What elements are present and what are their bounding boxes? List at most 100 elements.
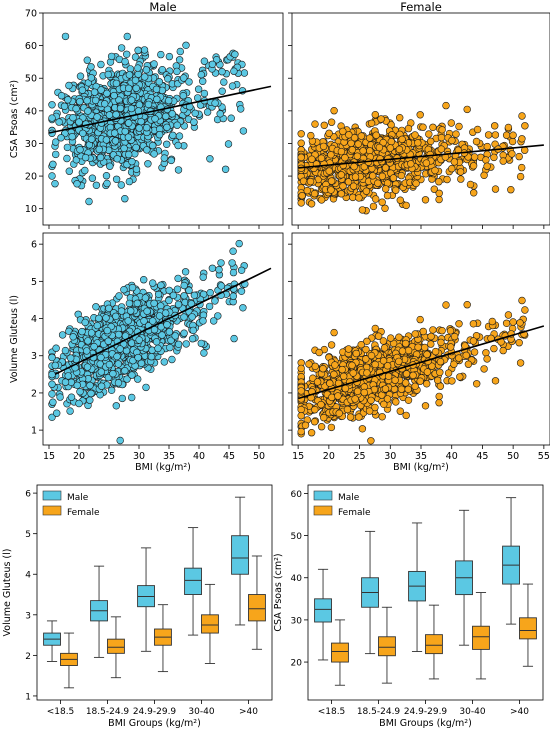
scatter-point	[317, 196, 326, 204]
scatter-point	[150, 150, 158, 158]
scatter-point	[127, 104, 136, 113]
scatter-point	[142, 383, 150, 392]
scatter-point	[297, 427, 305, 436]
scatter-point	[448, 377, 456, 385]
scatter-point	[337, 190, 345, 198]
scatter-point	[472, 137, 481, 146]
scatter-point	[149, 317, 157, 325]
scatter-point	[509, 131, 517, 139]
scatter-point	[349, 369, 357, 377]
scatter-point	[180, 74, 188, 82]
scatter-point	[416, 111, 424, 119]
scatter-point	[436, 358, 445, 366]
scatter-point	[166, 343, 174, 352]
scatter-point	[120, 144, 128, 153]
scatter-point	[84, 337, 92, 345]
scatter-point	[344, 178, 353, 186]
scatter-point	[81, 318, 89, 327]
trend-line	[297, 325, 545, 400]
x-tick-label: 15	[292, 451, 304, 462]
scatter-point	[431, 166, 439, 175]
x-tick-label: 35	[163, 451, 175, 462]
scatter-point	[64, 372, 72, 380]
scatter-point	[174, 274, 182, 283]
scatter-point	[377, 115, 385, 123]
scatter-point	[121, 127, 129, 136]
scatter-point	[55, 118, 63, 126]
scatter-point	[197, 70, 206, 79]
scatter-point	[436, 368, 444, 376]
scatter-point	[229, 247, 237, 255]
scatter-point	[165, 286, 173, 295]
legend-label-female: Female	[338, 508, 371, 518]
scatter-point	[392, 186, 400, 194]
scatter-point	[134, 70, 142, 78]
scatter-point	[132, 165, 141, 174]
scatter-point	[518, 135, 526, 143]
scatter-point	[97, 382, 106, 390]
scatter-point	[366, 134, 374, 142]
scatter-point	[113, 155, 121, 163]
scatter-point	[317, 400, 325, 409]
scatter-point	[473, 380, 481, 388]
scatter-point	[327, 118, 336, 126]
scatter-point	[51, 361, 59, 370]
scatter-point	[83, 96, 91, 105]
scatter-point	[331, 361, 339, 369]
scatter-point	[168, 355, 176, 364]
y-tick-label: 60	[25, 41, 37, 52]
scatter-point	[327, 151, 335, 159]
scatter-point	[103, 89, 111, 98]
scatter-point	[518, 112, 526, 120]
scatter-point	[515, 152, 523, 161]
scatter-point	[61, 346, 70, 355]
scatter-point	[358, 206, 367, 214]
scatter-point	[305, 360, 313, 368]
scatter-point	[438, 126, 446, 134]
scatter-point	[380, 400, 388, 408]
box-body	[248, 594, 266, 622]
scatter-point	[429, 326, 437, 334]
scatter-point	[392, 398, 400, 406]
scatter-point	[411, 131, 419, 139]
x-tick-label: 20	[73, 451, 85, 462]
scatter-point	[49, 160, 57, 169]
scatter-point	[60, 102, 69, 111]
scatter-point	[116, 104, 125, 113]
box-female-5	[248, 555, 266, 650]
scatter-point	[86, 381, 94, 390]
scatter-point	[464, 360, 473, 368]
scatter-point	[320, 413, 328, 422]
scatter-point	[455, 122, 463, 131]
scatter-point	[521, 306, 529, 314]
scatter-point	[337, 171, 345, 179]
scatter-point	[97, 353, 105, 362]
scatter-point	[362, 345, 370, 354]
scatter-point	[488, 317, 496, 326]
scatter-point	[194, 94, 202, 102]
scatter-point	[397, 385, 406, 393]
legend-swatch-male	[42, 490, 62, 501]
scatter-point	[423, 350, 431, 359]
scatter-point	[319, 142, 328, 151]
trend-line	[298, 144, 544, 169]
scatter-point	[176, 47, 185, 56]
scatter-point	[106, 162, 114, 170]
scatter-point	[211, 99, 219, 107]
scatter-point	[362, 187, 371, 195]
scatter-point	[141, 73, 149, 81]
scatter-points	[48, 239, 249, 445]
scatter-point	[92, 181, 101, 190]
scatter-point	[353, 387, 362, 396]
scatter-point	[357, 132, 366, 140]
scatter-point	[113, 352, 121, 361]
scatter-point	[473, 125, 482, 134]
scatter-point	[469, 162, 478, 170]
scatter-point	[371, 360, 379, 369]
scatter-point	[366, 147, 374, 155]
y-tick-label: 20	[291, 659, 303, 669]
scatter-point	[65, 167, 74, 175]
scatter-point	[90, 88, 99, 96]
